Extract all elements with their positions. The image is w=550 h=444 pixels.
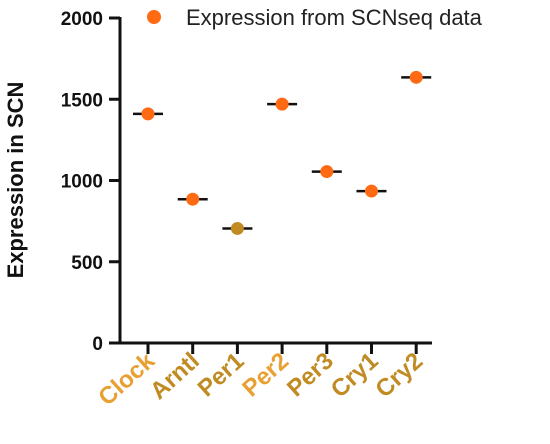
y-ticks: 0 500 1000 1500 2000 (61, 9, 120, 355)
y-tick-label: 1500 (61, 90, 103, 111)
data-point-per2 (275, 97, 289, 111)
data-point-arntl (186, 192, 200, 206)
y-tick-label: 2000 (61, 9, 103, 30)
data-point-per3 (320, 165, 334, 179)
legend: Expression from SCNseq data (147, 5, 483, 30)
y-tick-label: 1000 (61, 172, 103, 193)
category-label-per1: Per1 (193, 347, 250, 402)
category-label-cry1: Cry1 (326, 347, 384, 403)
category-label-arntl: Arntl (145, 347, 205, 405)
data-point-cry1 (365, 184, 378, 198)
data-point-clock (141, 107, 155, 121)
y-tick-label: 0 (92, 334, 103, 355)
x-ticks (146, 343, 418, 354)
legend-entry: Expression from SCNseq data (186, 5, 483, 30)
y-tick-label: 500 (71, 253, 103, 274)
y-axis-label: Expression in SCN (3, 82, 28, 279)
axes (118, 17, 432, 345)
data-point-cry2 (409, 70, 423, 84)
category-label-cry2: Cry2 (370, 347, 428, 403)
category-label-per3: Per3 (282, 347, 339, 402)
legend-marker (147, 10, 161, 24)
data-point-per1 (230, 221, 244, 235)
category-label-per2: Per2 (237, 347, 294, 402)
data-marks (133, 70, 432, 235)
